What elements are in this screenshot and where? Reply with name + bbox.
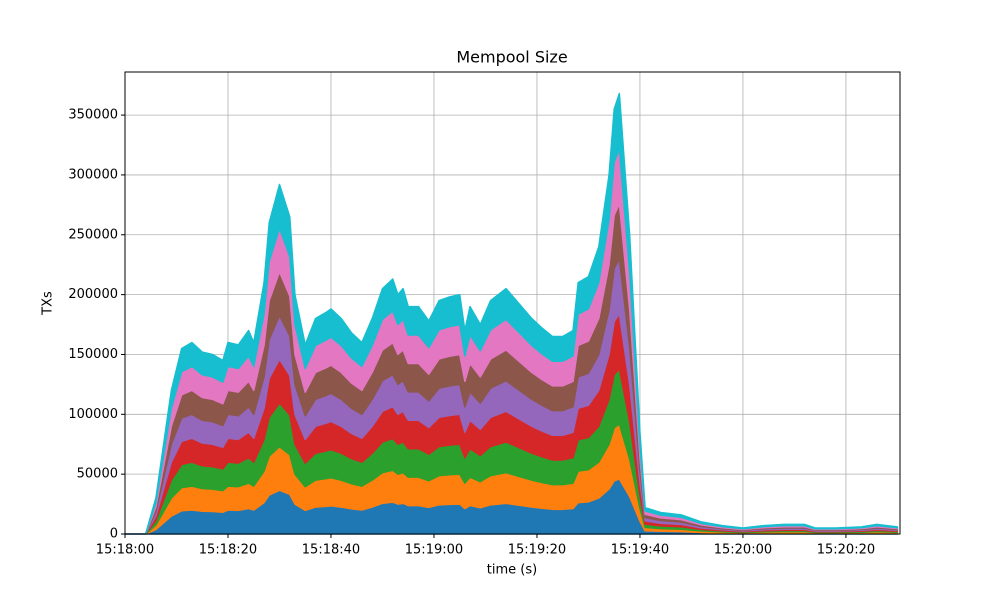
x-tick-label: 15:18:40 [302, 543, 360, 558]
x-tick-label: 15:20:20 [817, 543, 875, 558]
x-tick-label: 15:19:20 [508, 543, 566, 558]
y-tick-label: 150000 [68, 347, 118, 362]
x-tick-label: 15:19:00 [405, 543, 463, 558]
series-area [124, 92, 899, 535]
x-tick-label: 15:19:40 [611, 543, 669, 558]
y-tick-label: 50000 [77, 467, 118, 482]
y-tick-label: 200000 [68, 287, 118, 302]
x-tick-label: 15:20:00 [714, 543, 772, 558]
y-tick-label: 0 [110, 527, 118, 542]
plot-area [124, 72, 900, 535]
x-tick-label: 15:18:20 [199, 543, 257, 558]
y-tick-label: 350000 [68, 108, 118, 123]
x-axis-label: time (s) [487, 563, 537, 578]
axes-frame [124, 71, 901, 535]
chart-title: Mempool Size [456, 48, 567, 67]
y-axis-label: TXs [41, 291, 56, 316]
y-tick-label: 300000 [68, 167, 118, 182]
x-tick-label: 15:18:00 [96, 543, 154, 558]
y-tick-label: 250000 [68, 227, 118, 242]
y-tick-label: 100000 [68, 407, 118, 422]
